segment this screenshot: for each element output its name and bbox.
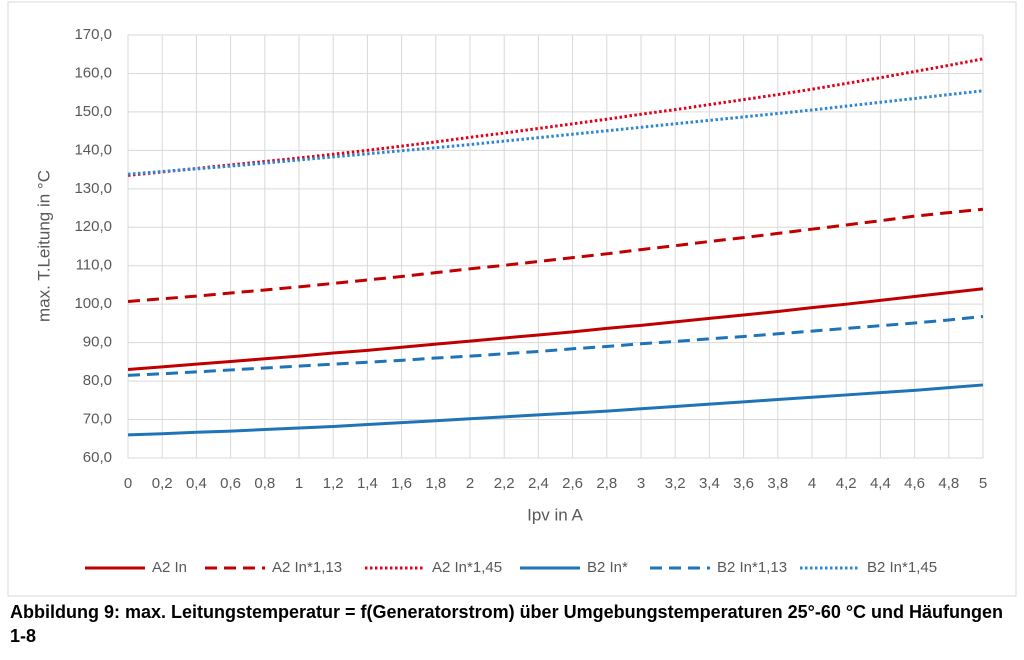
y-tick-label: 70,0 xyxy=(83,411,112,428)
x-tick-label: 2,6 xyxy=(562,475,583,492)
x-tick-label: 4,2 xyxy=(836,475,857,492)
legend-label: A2 In xyxy=(152,559,187,576)
x-tick-label: 0 xyxy=(124,475,132,492)
y-tick-label: 80,0 xyxy=(83,372,112,389)
legend-label: A2 In*1,45 xyxy=(432,559,502,576)
caption: Abbildung 9: max. Leitungstemperatur = f… xyxy=(10,602,1004,646)
x-tick-label: 0,6 xyxy=(220,475,241,492)
x-tick-label: 1,8 xyxy=(425,475,446,492)
y-axis-label: max. T.Leitung in °C xyxy=(34,170,53,322)
x-tick-label: 4 xyxy=(808,475,816,492)
y-tick-label: 140,0 xyxy=(74,141,112,158)
y-tick-label: 130,0 xyxy=(74,180,112,197)
line-series xyxy=(127,89,984,176)
legend-label: B2 In*1,45 xyxy=(867,559,937,576)
y-tick-label: 170,0 xyxy=(74,26,112,43)
x-tick-label: 1,6 xyxy=(391,475,412,492)
line-series xyxy=(127,383,984,437)
x-tick-label: 2,4 xyxy=(528,475,549,492)
x-tick-label: 1,4 xyxy=(357,475,378,492)
line-series xyxy=(127,314,984,377)
x-tick-label: 1 xyxy=(295,475,303,492)
y-tick-label: 60,0 xyxy=(83,449,112,466)
y-tick-label: 110,0 xyxy=(76,257,112,274)
x-tick-label: 0,4 xyxy=(186,475,207,492)
line-series xyxy=(127,57,984,177)
x-tick-label: 4,4 xyxy=(870,475,891,492)
x-tick-label: 5 xyxy=(979,475,987,492)
x-tick-label: 3 xyxy=(637,475,645,492)
y-tick-label: 160,0 xyxy=(74,64,112,81)
x-tick-label: 2 xyxy=(466,475,474,492)
x-tick-label: 0,8 xyxy=(254,475,275,492)
y-tick-label: 120,0 xyxy=(74,218,112,235)
x-tick-label: 1,2 xyxy=(323,475,344,492)
chart: max. T.Leitung in °C Ipv in A 60,0 70,0 80… xyxy=(7,1,1017,597)
x-tick-label: 3,2 xyxy=(665,475,686,492)
x-tick-label: 2,2 xyxy=(494,475,515,492)
legend-label: B2 In*1,13 xyxy=(717,559,787,576)
y-tick-label: 150,0 xyxy=(74,103,112,120)
x-tick-label: 3,8 xyxy=(767,475,788,492)
x-tick-label: 3,6 xyxy=(733,475,754,492)
x-tick-label: 3,4 xyxy=(699,475,720,492)
x-tick-label: 4,8 xyxy=(938,475,959,492)
chart-border xyxy=(7,1,1017,597)
y-tick-label: 90,0 xyxy=(83,334,112,351)
legend-label: B2 In* xyxy=(587,559,628,576)
line-series xyxy=(127,287,984,372)
x-tick-label: 2,8 xyxy=(596,475,617,492)
y-tick-label: 100,0 xyxy=(74,295,112,312)
x-tick-label: 4,6 xyxy=(904,475,925,492)
x-axis-label: Ipv in A xyxy=(527,505,583,524)
x-tick-label: 0,2 xyxy=(152,475,173,492)
line-series xyxy=(127,207,984,303)
legend-label: A2 In*1,13 xyxy=(272,559,342,576)
